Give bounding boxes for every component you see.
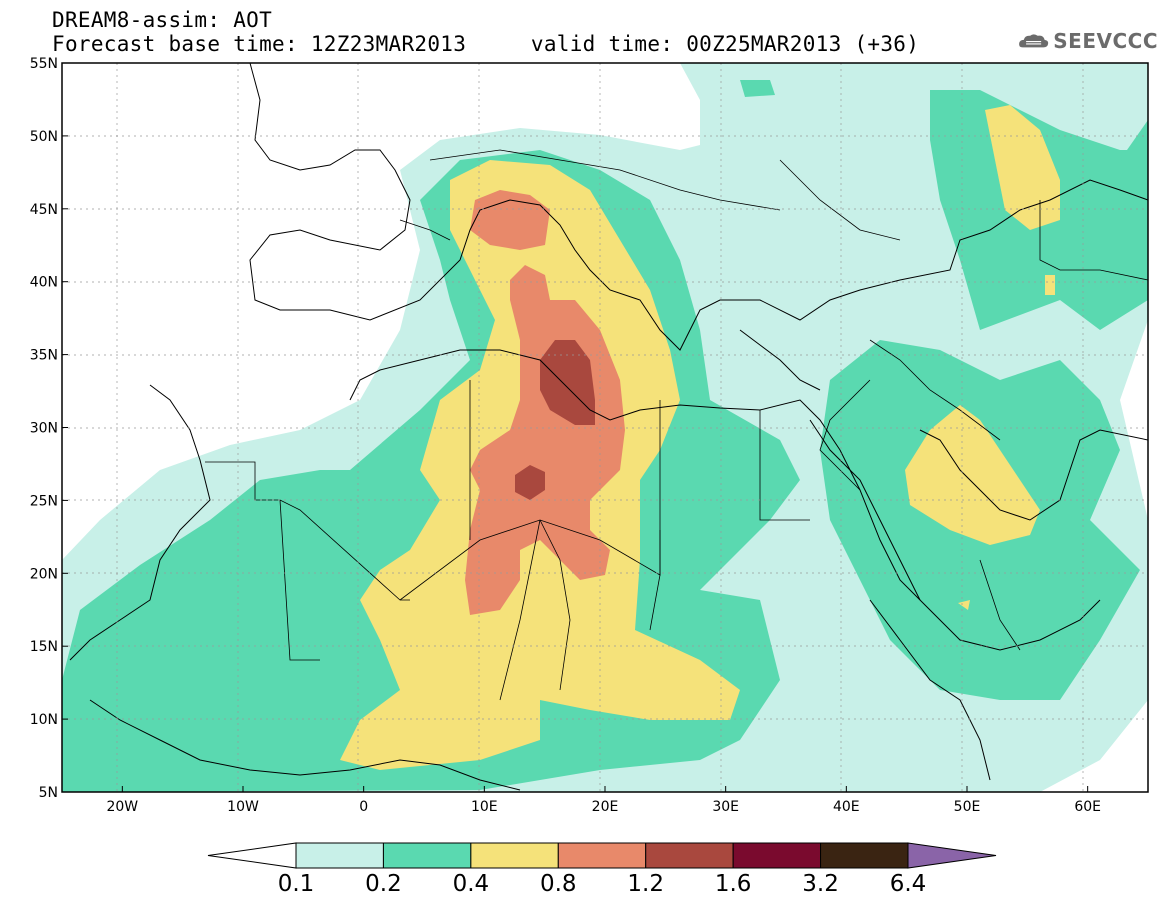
lat-tick-label: 35N — [30, 348, 58, 364]
colorbar-box — [295, 842, 384, 869]
seevccc-logo: SEEVCCC — [1018, 24, 1158, 58]
lat-tick-label: 5N — [39, 785, 58, 801]
lon-tick-label: 0 — [359, 799, 368, 815]
colorbar-label: 0.4 — [453, 871, 490, 897]
colorbar-box — [732, 842, 822, 869]
graticule — [62, 63, 1148, 792]
colorbar-box — [645, 842, 734, 869]
logo-text: SEEVCCC — [1053, 29, 1158, 53]
colorbar-label: 3.2 — [802, 871, 839, 897]
map-title: DREAM8-assim: AOT — [52, 8, 273, 32]
lat-tick-label: 20N — [30, 566, 58, 582]
lat-tick-label: 15N — [30, 639, 58, 655]
colorbar-box — [820, 842, 909, 869]
colorbar-label: 0.8 — [540, 871, 577, 897]
colorbar-label: 6.4 — [890, 871, 927, 897]
lon-tick-label: 20W — [106, 799, 138, 815]
lon-tick-label: 10E — [471, 799, 498, 815]
lat-axis: 55N 50N 45N 40N 35N 30N 25N 20N 15N 10N 5N — [30, 56, 68, 801]
colorbar-box — [557, 842, 647, 869]
map-subtitle: Forecast base time: 12Z23MAR2013 valid t… — [52, 32, 920, 56]
coastlines — [69, 63, 1148, 791]
lat-tick-label: 30N — [30, 421, 58, 437]
colorbar-box — [382, 842, 472, 869]
cloud-icon — [1019, 34, 1049, 48]
aot-level-0.8 — [465, 190, 625, 615]
colorbar-label: 1.2 — [627, 871, 664, 897]
colorbar: 0.1 0.2 0.4 0.8 1.2 1.6 3.2 6.4 — [207, 842, 997, 897]
lat-tick-label: 25N — [30, 493, 58, 509]
aot-field — [62, 63, 1148, 792]
lat-tick-label: 10N — [30, 712, 58, 728]
colorbar-over-triangle — [907, 842, 997, 869]
lon-tick-label: 60E — [1074, 799, 1101, 815]
lon-tick-label: 20E — [592, 799, 619, 815]
lat-tick-label: 55N — [30, 56, 58, 72]
colorbar-label: 0.2 — [365, 871, 402, 897]
lon-axis: 20W 10W 0 10E 20E 30E 40E 50E 60E — [106, 786, 1101, 815]
colorbar-under-triangle — [207, 842, 297, 869]
colorbar-label: 1.6 — [715, 871, 752, 897]
lon-tick-label: 10W — [227, 799, 259, 815]
lon-tick-label: 50E — [954, 799, 981, 815]
lat-tick-label: 50N — [30, 129, 58, 145]
lon-tick-label: 40E — [833, 799, 860, 815]
lat-tick-label: 40N — [30, 275, 58, 291]
colorbar-label: 0.1 — [278, 871, 315, 897]
lat-tick-label: 45N — [30, 202, 58, 218]
aot-level-1.2 — [515, 340, 595, 500]
colorbar-box — [470, 842, 559, 869]
lon-tick-label: 30E — [712, 799, 739, 815]
